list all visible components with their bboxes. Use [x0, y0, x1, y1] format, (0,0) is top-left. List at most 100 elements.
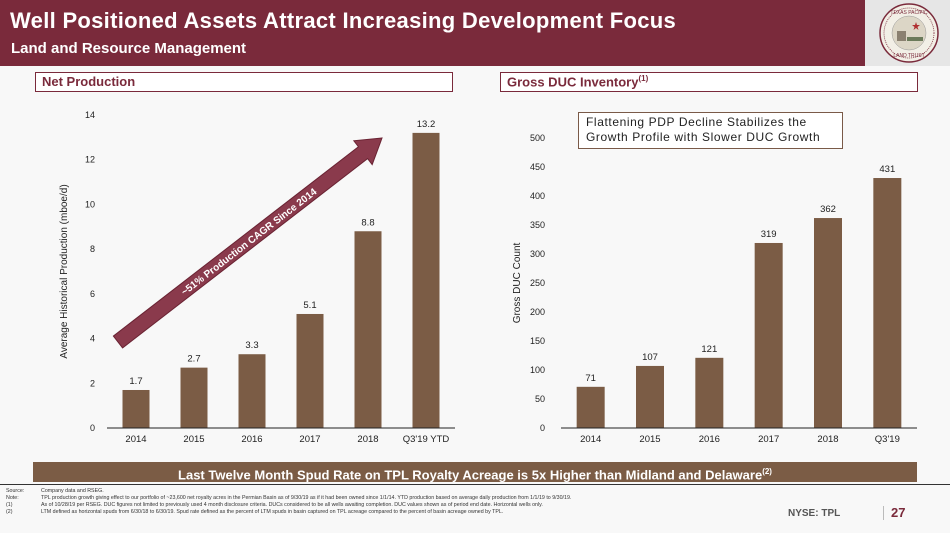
footnote-key: (2): [6, 509, 13, 515]
page-title: Well Positioned Assets Attract Increasin…: [10, 8, 677, 33]
footnote-row: Source: Company data and RSEG.: [6, 488, 571, 495]
footer-divider: [0, 484, 950, 485]
duc-inventory-section-header: Gross DUC Inventory(1): [500, 72, 918, 92]
duc-inventory-chart: 0 50 100 150 200 250 300 350 400 450 500 Gross DUC …: [512, 133, 917, 445]
svg-text:TEXAS PACIFIC: TEXAS PACIFIC: [890, 10, 928, 16]
ticker-symbol: NYSE: TPL: [788, 508, 841, 519]
x-tick-label: Q3'19: [875, 434, 900, 445]
footnote-key: Source:: [6, 488, 25, 494]
cagr-arrow: ~51% Production CAGR Since 2014: [112, 137, 383, 349]
data-label: 362: [820, 204, 836, 215]
cagr-arrow-shape: ~51% Production CAGR Since 2014: [112, 137, 383, 349]
net-production-title: Net Production: [42, 74, 136, 89]
arrow-body: [112, 137, 383, 349]
data-label: 319: [761, 229, 777, 240]
y-tick-label: 400: [530, 191, 545, 201]
banner-text: Last Twelve Month Spud Rate on TPL Royal…: [178, 467, 763, 483]
data-label: 13.2: [417, 119, 436, 130]
x-tick-label: 2014: [125, 434, 146, 445]
footnotes: Source: Company data and RSEG. Note: TPL pr…: [6, 488, 571, 516]
duc-inventory-title-text: Gross DUC Inventory: [507, 74, 639, 90]
page-subtitle: Land and Resource Management: [11, 40, 247, 57]
x-tick-label: 2017: [758, 434, 779, 445]
y-tick-label: 100: [530, 365, 545, 375]
footnote-key: (1): [6, 502, 13, 508]
y-tick-label: 0: [540, 423, 545, 433]
x-tick-label: 2016: [699, 434, 720, 445]
bar: [180, 367, 208, 428]
footnote-row: (1) As of 10/28/19 per RSEG. DUC figures …: [6, 502, 571, 509]
net-production-section-header: Net Production: [35, 72, 453, 92]
bar: [576, 386, 605, 428]
bar: [636, 365, 664, 428]
x-tick-label: 2014: [580, 434, 601, 445]
header-bar: Well Positioned Assets Attract Increasin…: [0, 0, 865, 66]
y-tick-label: 4: [90, 334, 95, 344]
footnote-row: Note: TPL production growth giving effect…: [6, 495, 571, 502]
footnote-text: LTM defined as horizontal spuds from 6/3…: [41, 509, 504, 515]
x-tick-label: 2015: [183, 434, 204, 445]
footnote-key: Note:: [6, 495, 19, 501]
data-label: 3.3: [245, 340, 258, 351]
bar: [122, 389, 150, 428]
annotation-line-1: Flattening PDP Decline Stabilizes the: [586, 115, 807, 129]
y-tick-label: 6: [90, 289, 95, 299]
footnote-text: Company data and RSEG.: [41, 488, 104, 494]
x-tick-label: 2018: [357, 434, 378, 445]
logo-area: TEXAS PACIFIC LAND TRUST: [865, 0, 950, 66]
cagr-arrow-text: ~51% Production CAGR Since 2014: [179, 186, 319, 298]
y-tick-label: 250: [530, 278, 545, 288]
bar: [754, 242, 783, 428]
data-label: 5.1: [303, 300, 316, 311]
y-axis-label: Gross DUC Count: [512, 242, 523, 323]
footnote-text: TPL production growth giving effect to o…: [41, 495, 572, 501]
y-tick-label: 12: [85, 155, 95, 165]
spud-rate-banner: Last Twelve Month Spud Rate on TPL Royal…: [33, 462, 917, 482]
footnote-text: As of 10/28/19 per RSEG. DUC figures not…: [41, 502, 543, 508]
bar: [412, 132, 440, 428]
x-tick-label: Q3'19 YTD: [403, 434, 450, 445]
net-production-chart: 0 2 4 6 8 10 12 14 Average Historical Production…: [59, 110, 455, 445]
data-label: 8.8: [361, 217, 374, 228]
y-tick-label: 500: [530, 133, 545, 143]
y-tick-label: 150: [530, 336, 545, 346]
x-tick-label: 2017: [299, 434, 320, 445]
data-label: 2.7: [187, 354, 200, 365]
page-number-divider: [883, 506, 884, 520]
banner-footnote-ref: (2): [762, 467, 772, 476]
y-tick-label: 350: [530, 220, 545, 230]
data-label: 107: [642, 352, 658, 363]
y-tick-label: 2: [90, 378, 95, 388]
x-tick-label: 2018: [817, 434, 838, 445]
y-tick-label: 14: [85, 110, 95, 120]
bar: [354, 231, 382, 428]
y-axis-label: Average Historical Production (mboe/d): [59, 184, 70, 358]
footnote-ref: (1): [638, 74, 649, 83]
page-number: 27: [891, 505, 906, 520]
y-tick-label: 300: [530, 249, 545, 259]
y-tick-label: 0: [90, 423, 95, 433]
footnote-row: (2) LTM defined as horizontal spuds from …: [6, 509, 571, 516]
x-tick-label: 2016: [241, 434, 262, 445]
data-label: 121: [701, 344, 717, 355]
annotation-box: Flattening PDP Decline Stabilizes the Gr…: [578, 112, 843, 149]
data-label: 431: [879, 164, 895, 175]
svg-text:LAND TRUST: LAND TRUST: [893, 53, 924, 59]
duc-inventory-title: Gross DUC Inventory(1): [507, 74, 648, 89]
data-label: 1.7: [129, 376, 142, 387]
bar: [814, 218, 842, 428]
bar: [873, 178, 902, 428]
bar: [296, 313, 324, 428]
bar: [695, 357, 724, 428]
bar: [238, 354, 266, 428]
y-tick-label: 8: [90, 244, 95, 254]
y-tick-label: 10: [85, 199, 95, 209]
y-tick-label: 450: [530, 162, 545, 172]
annotation-line-2: Growth Profile with Slower DUC Growth: [586, 130, 821, 144]
y-tick-label: 50: [535, 394, 545, 404]
data-label: 71: [585, 373, 596, 384]
y-tick-label: 200: [530, 307, 545, 317]
texas-pacific-land-trust-seal-icon: TEXAS PACIFIC LAND TRUST: [879, 3, 939, 63]
x-tick-label: 2015: [639, 434, 660, 445]
